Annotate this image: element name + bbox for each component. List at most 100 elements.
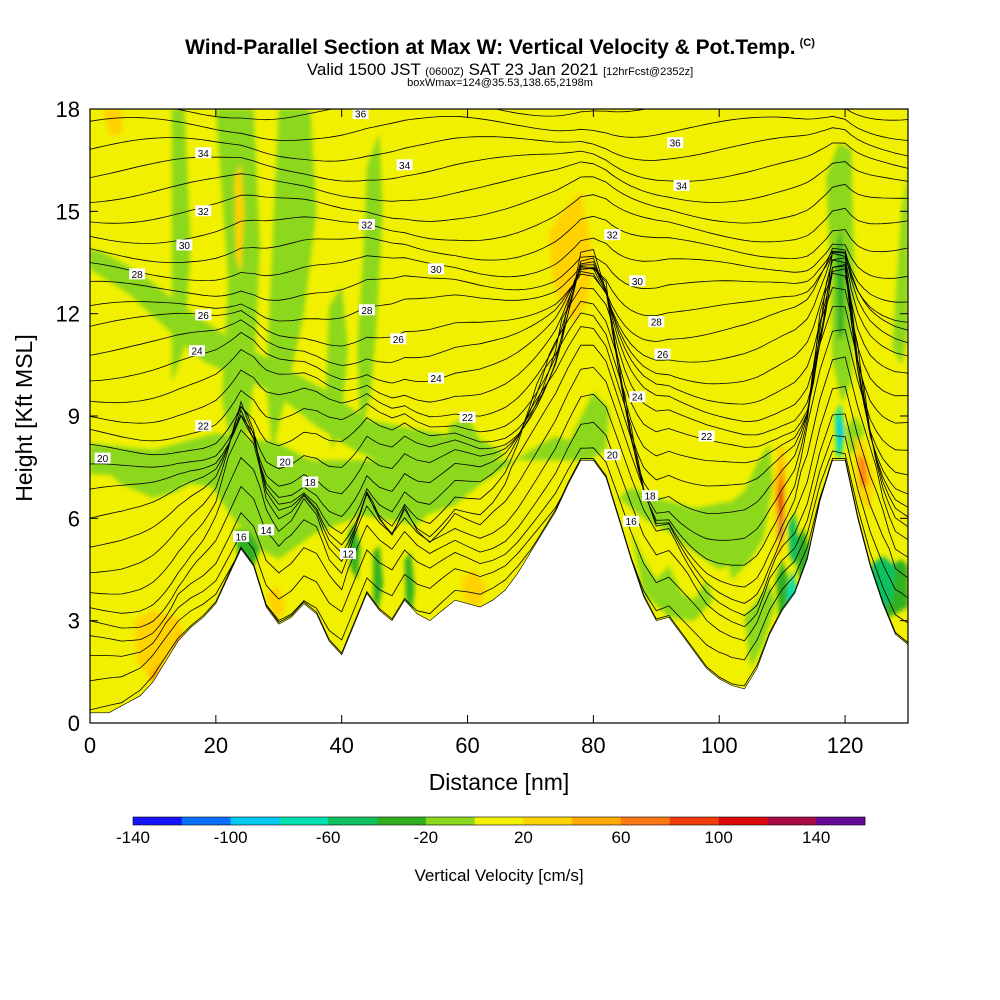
theta-contour-label: 22 — [195, 420, 212, 433]
velocity-region — [549, 190, 594, 324]
theta-contour-line — [90, 127, 908, 162]
colorbar-swatch — [523, 817, 573, 825]
theta-contour-line — [90, 261, 908, 424]
theta-contour-line — [90, 326, 908, 573]
chart-title: Wind-Parallel Section at Max W: Vertical… — [0, 36, 1000, 60]
theta-contour-line — [90, 194, 908, 244]
contour-label-text: 28 — [651, 318, 663, 329]
x-tick-label: 60 — [455, 733, 479, 758]
colorbar: -140 -100 -60 -20 20 60 100 140 — [116, 816, 866, 847]
contour-label-bg — [629, 275, 646, 287]
contour-label-bg — [94, 452, 111, 464]
colorbar-label: Vertical Velocity [cm/s] — [414, 866, 583, 885]
contour-label-text: 18 — [644, 492, 656, 503]
theta-contour-label: 16 — [233, 531, 249, 544]
theta-contour-line — [90, 142, 908, 182]
y-tick-label: 18 — [56, 97, 80, 122]
contour-label-text: 30 — [632, 277, 644, 288]
chart-boxline: boxWmax=124@35.53,138.65,2198m — [407, 77, 593, 89]
colorbar-swatch — [816, 817, 866, 825]
velocity-region — [857, 453, 868, 488]
subtitle-utc: (0600Z) — [425, 66, 464, 78]
contour-label-bg — [258, 524, 275, 536]
contour-label-bg — [302, 476, 319, 488]
contour-label-bg — [428, 372, 445, 384]
colorbar-frame — [132, 816, 866, 826]
colorbar-swatch — [718, 817, 768, 825]
theta-contour-label: 32 — [604, 229, 621, 242]
theta-contour-label: 36 — [352, 109, 369, 121]
theta-contour-line — [90, 306, 908, 548]
contour-label-text: 26 — [198, 311, 210, 322]
theta-contour-label: 30 — [629, 275, 646, 288]
contour-label-bg — [358, 219, 375, 230]
x-tick-label: 20 — [204, 733, 228, 758]
theta-contours — [90, 109, 908, 711]
velocity-region — [357, 132, 383, 434]
theta-contour-label: 34 — [396, 159, 413, 172]
velocity-region — [102, 109, 123, 137]
contour-label-bg — [459, 411, 476, 423]
contour-label-bg — [667, 137, 684, 149]
x-tick-label: 120 — [827, 733, 864, 758]
contour-label-text: 26 — [657, 350, 669, 361]
title-mark: (C) — [799, 37, 815, 49]
theta-contour-label: 20 — [277, 456, 294, 469]
y-axis-label: Height [Kft MSL] — [11, 334, 37, 501]
theta-contour-line — [90, 176, 908, 224]
contour-label-text: 36 — [670, 139, 682, 150]
theta-contour-label: 22 — [459, 411, 476, 424]
contour-label-bg — [195, 205, 212, 217]
x-tick-label: 80 — [581, 733, 605, 758]
colorbar-swatch — [621, 817, 671, 825]
contour-label-bg — [390, 333, 407, 345]
colorbar-tick-label: -140 — [116, 828, 150, 847]
y-tick-label: 6 — [68, 506, 80, 531]
y-tick-label: 9 — [68, 404, 80, 429]
subtitle-fcst: [12hrFcst@2352z] — [603, 66, 694, 78]
contour-label-bg — [195, 309, 212, 321]
theta-contour-line — [90, 272, 908, 495]
contour-label-text: 20 — [97, 454, 109, 465]
contour-label-text: 18 — [305, 478, 317, 489]
theta-contour-line — [90, 161, 908, 203]
colorbar-swatch — [181, 817, 231, 825]
y-tick-label: 15 — [56, 199, 80, 224]
colorbar-swatch — [377, 817, 427, 825]
theta-contour-line — [90, 393, 908, 629]
theta-contour-line — [90, 115, 908, 141]
theta-contour-line — [90, 447, 908, 657]
contour-label-bg — [604, 449, 621, 461]
theta-contour-label: 30 — [428, 263, 445, 276]
contour-label-bg — [654, 348, 671, 360]
x-tick-label: 0 — [84, 733, 96, 758]
contour-label-text: 28 — [361, 306, 373, 317]
contour-label-bg — [648, 316, 665, 328]
theta-contour-label: 12 — [340, 548, 356, 561]
theta-contour-line — [90, 250, 908, 303]
contour-label-text: 34 — [399, 161, 411, 172]
x-tick-label: 40 — [329, 733, 353, 758]
contour-label-text: 14 — [261, 526, 273, 537]
contour-label-text: 32 — [198, 207, 210, 218]
velocity-region — [373, 545, 384, 611]
contour-label-text: 22 — [701, 432, 713, 443]
theta-contour-label: 30 — [176, 239, 193, 252]
theta-contour-label: 34 — [673, 179, 690, 192]
contour-label-bg — [358, 304, 375, 316]
theta-contour-line — [90, 366, 908, 614]
colorbar-tick-label: -100 — [214, 828, 248, 847]
colorbar-swatch — [230, 817, 280, 825]
velocity-region — [719, 443, 773, 580]
velocity-region — [266, 586, 286, 621]
contour-label-text: 34 — [198, 149, 210, 160]
theta-contour-label: 24 — [428, 372, 445, 385]
colorbar-swatch — [279, 817, 329, 825]
contour-label-text: 12 — [342, 550, 354, 561]
contour-label-bg — [277, 456, 294, 467]
contour-label-bg — [189, 345, 205, 357]
contour-label-text: 30 — [431, 265, 443, 276]
plot-area: 36 36 34 34 34 32 32 32 30 30 30 28 28 28 26 26 26 24 24 24… — [90, 109, 908, 723]
contour-label-bg — [176, 239, 193, 251]
